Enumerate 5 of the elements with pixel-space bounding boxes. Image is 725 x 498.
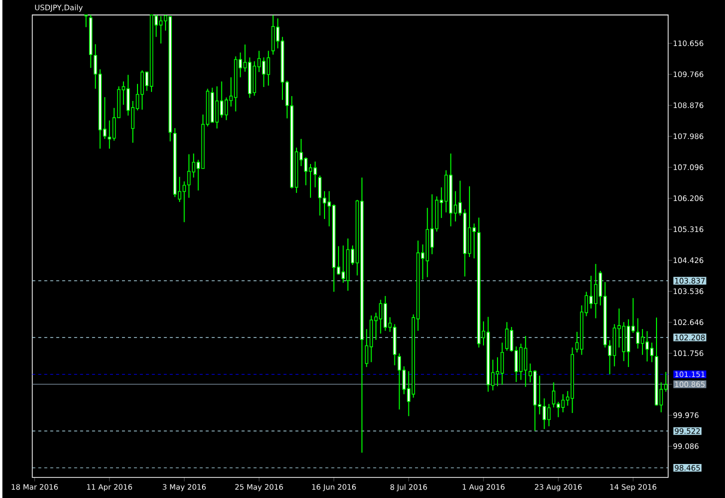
candlestick <box>505 321 509 351</box>
candlestick <box>472 222 476 259</box>
candlestick <box>173 127 177 198</box>
candlestick <box>318 174 322 216</box>
candlestick <box>392 324 396 366</box>
